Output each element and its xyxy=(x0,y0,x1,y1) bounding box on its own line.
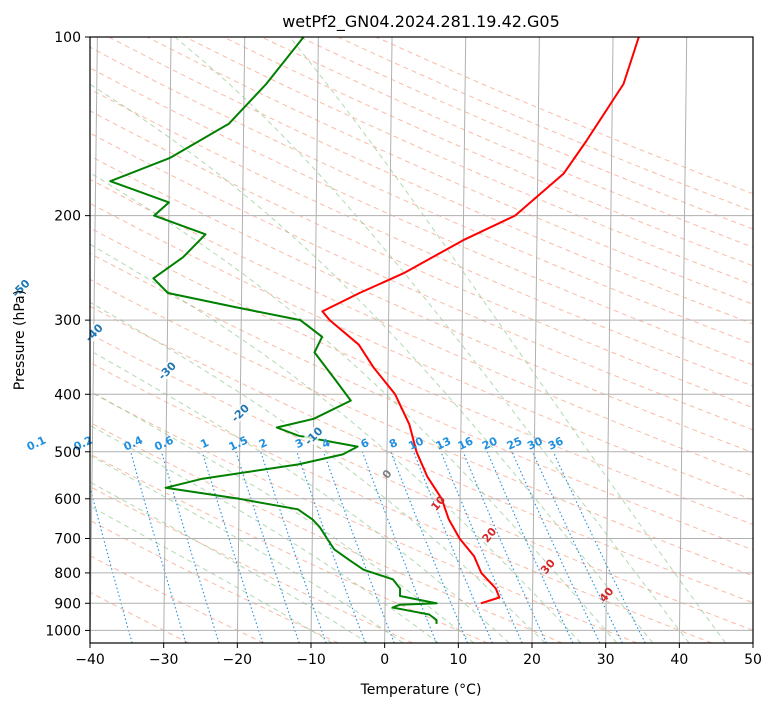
x-tick-label: 50 xyxy=(744,652,762,668)
x-tick-label: 30 xyxy=(597,652,615,668)
y-tick-label: 300 xyxy=(54,313,81,329)
y-tick-label: 400 xyxy=(54,387,81,403)
y-tick-label: 200 xyxy=(54,209,81,225)
y-tick-label: 700 xyxy=(54,532,81,548)
x-tick-label: −40 xyxy=(75,652,105,668)
x-tick-label: 0 xyxy=(380,652,389,668)
y-tick-label: 500 xyxy=(54,445,81,461)
y-tick-label: 800 xyxy=(54,566,81,582)
x-axis-label: Temperature (°C) xyxy=(360,682,482,698)
x-tick-label: −30 xyxy=(149,652,179,668)
x-tick-label: −20 xyxy=(223,652,253,668)
x-tick-label: 40 xyxy=(670,652,688,668)
x-tick-label: 10 xyxy=(449,652,467,668)
y-tick-label: 600 xyxy=(54,492,81,508)
x-tick-label: 20 xyxy=(523,652,541,668)
y-tick-label: 100 xyxy=(54,30,81,46)
x-tick-label: −10 xyxy=(296,652,326,668)
y-tick-label: 1000 xyxy=(45,623,81,639)
chart-title: wetPf2_GN04.2024.281.19.42.G05 xyxy=(282,12,560,32)
y-axis-label: Pressure (hPa) xyxy=(12,290,28,390)
y-tick-label: 900 xyxy=(54,596,81,612)
